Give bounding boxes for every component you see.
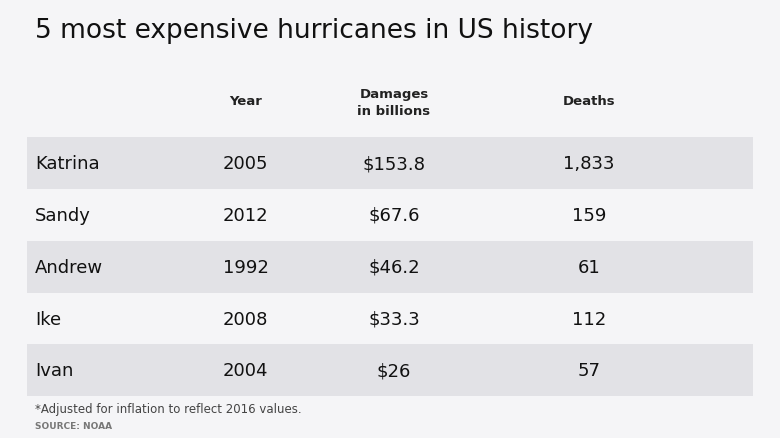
Bar: [27, 241, 753, 293]
Bar: [27, 345, 753, 396]
Text: Sandy: Sandy: [35, 206, 91, 225]
Text: $67.6: $67.6: [368, 206, 420, 225]
Text: Ivan: Ivan: [35, 361, 73, 380]
Text: $46.2: $46.2: [368, 258, 420, 276]
Text: Ike: Ike: [35, 310, 61, 328]
Bar: [27, 190, 753, 241]
Text: 2004: 2004: [223, 361, 268, 380]
Text: Andrew: Andrew: [35, 258, 103, 276]
Bar: [27, 138, 753, 190]
Text: $153.8: $153.8: [363, 155, 425, 173]
Bar: [27, 293, 753, 345]
Text: 1,833: 1,833: [563, 155, 615, 173]
Text: 1992: 1992: [223, 258, 268, 276]
Text: Deaths: Deaths: [562, 94, 615, 107]
Text: 57: 57: [577, 361, 601, 380]
Text: 159: 159: [572, 206, 606, 225]
Text: 61: 61: [577, 258, 601, 276]
Text: Katrina: Katrina: [35, 155, 100, 173]
Text: $26: $26: [377, 361, 411, 380]
Text: 2012: 2012: [223, 206, 268, 225]
Text: 2008: 2008: [223, 310, 268, 328]
Text: *Adjusted for inflation to reflect 2016 values.: *Adjusted for inflation to reflect 2016 …: [35, 402, 302, 415]
Text: 2005: 2005: [223, 155, 268, 173]
Text: 112: 112: [572, 310, 606, 328]
Text: $33.3: $33.3: [368, 310, 420, 328]
Text: Damages
in billions: Damages in billions: [357, 88, 431, 117]
Text: Year: Year: [229, 94, 262, 107]
Text: 5 most expensive hurricanes in US history: 5 most expensive hurricanes in US histor…: [35, 18, 593, 43]
Text: SOURCE: NOAA: SOURCE: NOAA: [35, 421, 112, 431]
